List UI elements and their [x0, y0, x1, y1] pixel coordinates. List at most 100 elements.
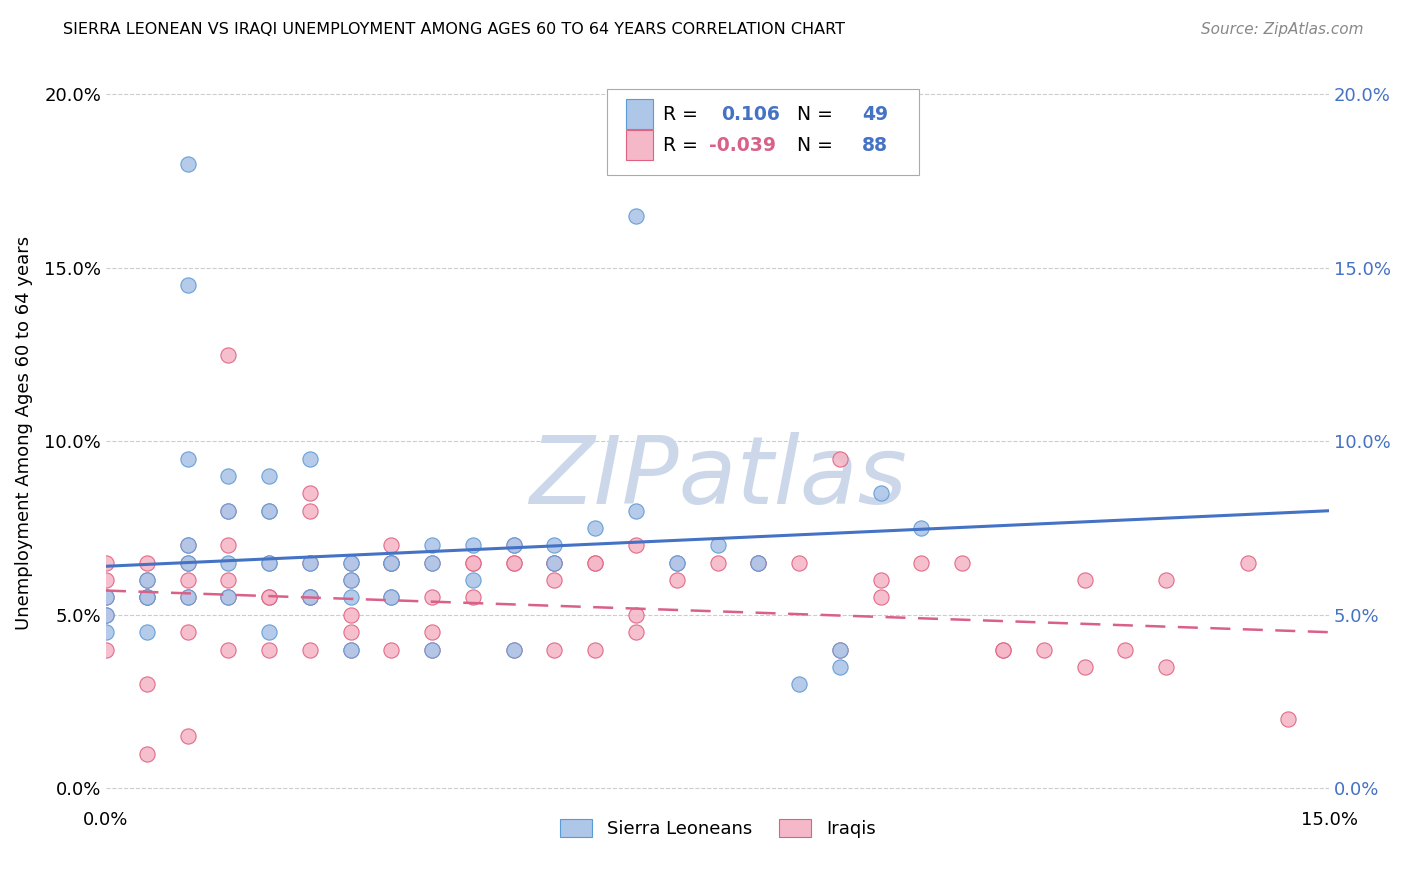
Point: [380, 556, 402, 570]
Point: [298, 642, 321, 657]
Point: [135, 591, 157, 605]
Point: [94, 607, 117, 622]
Point: [583, 556, 606, 570]
Point: [94, 625, 117, 640]
Point: [135, 747, 157, 761]
Point: [461, 538, 484, 552]
Text: R =: R =: [662, 136, 703, 155]
Point: [176, 556, 198, 570]
Point: [135, 573, 157, 587]
Text: 49: 49: [862, 104, 889, 124]
Point: [747, 556, 769, 570]
Point: [1277, 712, 1299, 726]
Point: [298, 591, 321, 605]
Point: [543, 556, 565, 570]
Point: [94, 556, 117, 570]
Point: [665, 573, 688, 587]
Point: [910, 521, 932, 535]
Point: [1154, 660, 1177, 674]
Point: [991, 642, 1014, 657]
Point: [420, 625, 443, 640]
Point: [176, 538, 198, 552]
Point: [583, 521, 606, 535]
Point: [502, 538, 524, 552]
Point: [298, 556, 321, 570]
Text: ZIPatlas: ZIPatlas: [529, 432, 907, 523]
Point: [135, 625, 157, 640]
Text: Source: ZipAtlas.com: Source: ZipAtlas.com: [1201, 22, 1364, 37]
Point: [217, 504, 239, 518]
Point: [380, 538, 402, 552]
Point: [298, 451, 321, 466]
Point: [339, 642, 361, 657]
Point: [380, 556, 402, 570]
Point: [298, 504, 321, 518]
Point: [869, 573, 891, 587]
Point: [706, 556, 728, 570]
Point: [624, 209, 647, 223]
Point: [624, 607, 647, 622]
Point: [1073, 573, 1095, 587]
Point: [380, 556, 402, 570]
Point: [543, 538, 565, 552]
Point: [828, 642, 851, 657]
Point: [828, 451, 851, 466]
Point: [217, 469, 239, 483]
Point: [257, 556, 280, 570]
Point: [624, 538, 647, 552]
Point: [869, 591, 891, 605]
Point: [217, 642, 239, 657]
Point: [94, 591, 117, 605]
Point: [991, 642, 1014, 657]
Point: [624, 625, 647, 640]
Point: [747, 556, 769, 570]
Point: [380, 556, 402, 570]
Point: [135, 573, 157, 587]
Point: [176, 556, 198, 570]
Legend: Sierra Leoneans, Iraqis: Sierra Leoneans, Iraqis: [553, 812, 883, 846]
Bar: [626, 99, 652, 129]
Point: [217, 591, 239, 605]
Text: SIERRA LEONEAN VS IRAQI UNEMPLOYMENT AMONG AGES 60 TO 64 YEARS CORRELATION CHART: SIERRA LEONEAN VS IRAQI UNEMPLOYMENT AMO…: [63, 22, 845, 37]
Text: -0.039: -0.039: [709, 136, 776, 155]
Point: [543, 556, 565, 570]
Point: [298, 591, 321, 605]
Point: [176, 591, 198, 605]
Point: [380, 591, 402, 605]
Text: R =: R =: [662, 104, 710, 124]
Point: [94, 591, 117, 605]
Point: [217, 556, 239, 570]
Point: [706, 538, 728, 552]
Point: [257, 642, 280, 657]
Point: [135, 556, 157, 570]
Point: [461, 591, 484, 605]
Point: [1032, 642, 1054, 657]
Point: [543, 642, 565, 657]
Point: [176, 573, 198, 587]
Point: [624, 504, 647, 518]
Point: [420, 642, 443, 657]
Point: [217, 348, 239, 362]
Point: [176, 538, 198, 552]
Text: 0.106: 0.106: [721, 104, 780, 124]
Point: [543, 556, 565, 570]
Point: [420, 556, 443, 570]
Point: [543, 573, 565, 587]
Point: [461, 556, 484, 570]
Point: [380, 591, 402, 605]
Point: [828, 642, 851, 657]
Text: 88: 88: [862, 136, 889, 155]
Point: [339, 556, 361, 570]
Point: [94, 642, 117, 657]
Point: [339, 573, 361, 587]
Point: [502, 538, 524, 552]
Point: [339, 573, 361, 587]
Point: [298, 486, 321, 500]
Point: [257, 469, 280, 483]
Point: [1236, 556, 1258, 570]
Point: [257, 504, 280, 518]
Point: [176, 591, 198, 605]
Point: [298, 591, 321, 605]
Point: [502, 642, 524, 657]
Point: [339, 591, 361, 605]
